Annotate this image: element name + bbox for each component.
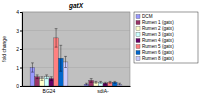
legend-box: [134, 12, 198, 63]
bar: [108, 82, 113, 86]
legend-label: Rumen 2 (gatx): [142, 26, 174, 31]
y-axis-title: fold change: [1, 36, 7, 62]
error-bar: [113, 81, 116, 83]
tick: sdiA-: [97, 86, 109, 94]
error-bar: [55, 29, 58, 48]
bar: [94, 82, 99, 86]
plot: 0 1 2 3 4 BG24 sdiA-: [16, 9, 130, 93]
legend-item: Rumen 4 (gatx): [136, 38, 174, 43]
legend-label: Rumen 4 (gatx): [142, 38, 174, 43]
legend-swatch: [136, 39, 140, 43]
legend-swatch: [136, 45, 140, 49]
tick: 1: [16, 65, 22, 71]
tick: 3: [16, 28, 22, 34]
legend-swatch: [136, 15, 140, 19]
grid: [22, 12, 130, 86]
legend-swatch: [136, 33, 140, 37]
legend-item: Rumen 3 (gatx): [136, 32, 174, 37]
grid-line: [22, 12, 130, 13]
error-bar: [85, 83, 88, 85]
tick-mark: [20, 86, 22, 87]
tick-label: 1: [16, 65, 19, 71]
tick-label: 3: [16, 28, 19, 34]
x-axis: BG24 sdiA-: [23, 86, 131, 94]
y-axis: 0 1 2 3 4: [16, 9, 22, 89]
tick-mark: [20, 68, 22, 69]
grid-line: [22, 67, 130, 68]
tick-mark: [20, 12, 22, 13]
tick-label: 2: [16, 46, 19, 52]
tick-mark: [20, 31, 22, 32]
legend-label: Rumen 8 (gatx): [142, 56, 174, 61]
error-bar: [104, 82, 107, 84]
tick: 2: [16, 46, 22, 52]
legend-item: Rumen 5 (gatx): [136, 44, 174, 49]
legend: DCMRumen 1 (gatx)Rumen 2 (gatx)Rumen 3 (…: [134, 12, 198, 63]
error-bar: [36, 75, 39, 79]
legend-item: DCM: [136, 14, 153, 19]
legend-label: Rumen 3 (gatx): [142, 32, 174, 37]
error-bar: [64, 56, 67, 67]
error-bar: [45, 75, 48, 79]
bar: [98, 82, 103, 86]
legend-item: Rumen 8 (gatx): [136, 56, 174, 61]
tick-label: 4: [16, 9, 19, 15]
legend-label: Rumen 1 (gatx): [142, 20, 174, 25]
grid-line: [22, 30, 130, 31]
legend-swatch: [136, 57, 140, 61]
plot-background: [22, 12, 130, 86]
tick-label: BG24: [43, 88, 56, 94]
tick-mark: [20, 49, 22, 50]
error-bar: [40, 77, 43, 81]
legend-swatch: [136, 51, 140, 55]
error-bar: [31, 63, 34, 72]
axis-line: [20, 13, 23, 87]
error-bar: [99, 81, 102, 83]
legend-item: Rumen 2 (gatx): [136, 26, 174, 31]
bar: [103, 83, 108, 86]
series: [44, 75, 103, 86]
chart: 0 1 2 3 4 BG24 sdiA-gatX fold change DCMRumen 1 …: [0, 0, 200, 98]
tick: 0: [16, 83, 22, 89]
bar: [112, 82, 117, 86]
axis-line: [23, 86, 131, 87]
series: [58, 45, 117, 86]
grid-line: [22, 49, 130, 50]
title: gatX: [68, 2, 84, 10]
tick-label: sdiA-: [97, 88, 109, 94]
tick-label: 0: [16, 83, 19, 89]
legend-label: Rumen 6 (gatx): [142, 50, 174, 55]
legend-item: Rumen 1 (gatx): [136, 20, 174, 25]
bar: [117, 84, 122, 86]
series: [40, 77, 99, 86]
error-bar: [109, 81, 112, 83]
legend-item: Rumen 6 (gatx): [136, 50, 174, 55]
tick: 4: [16, 9, 22, 15]
legend-label: DCM: [142, 14, 153, 19]
series: [54, 29, 113, 86]
error-bar: [90, 79, 93, 83]
tick: BG24: [43, 86, 56, 94]
error-bar: [59, 45, 62, 71]
marks: [30, 29, 122, 86]
error-bar: [118, 83, 121, 85]
error-bar: [94, 81, 97, 83]
legend-swatch: [136, 27, 140, 31]
error-bar: [50, 77, 53, 81]
bar: [84, 84, 89, 86]
series: [63, 56, 122, 86]
legend-swatch: [136, 21, 140, 25]
legend-label: Rumen 5 (gatx): [142, 44, 174, 49]
